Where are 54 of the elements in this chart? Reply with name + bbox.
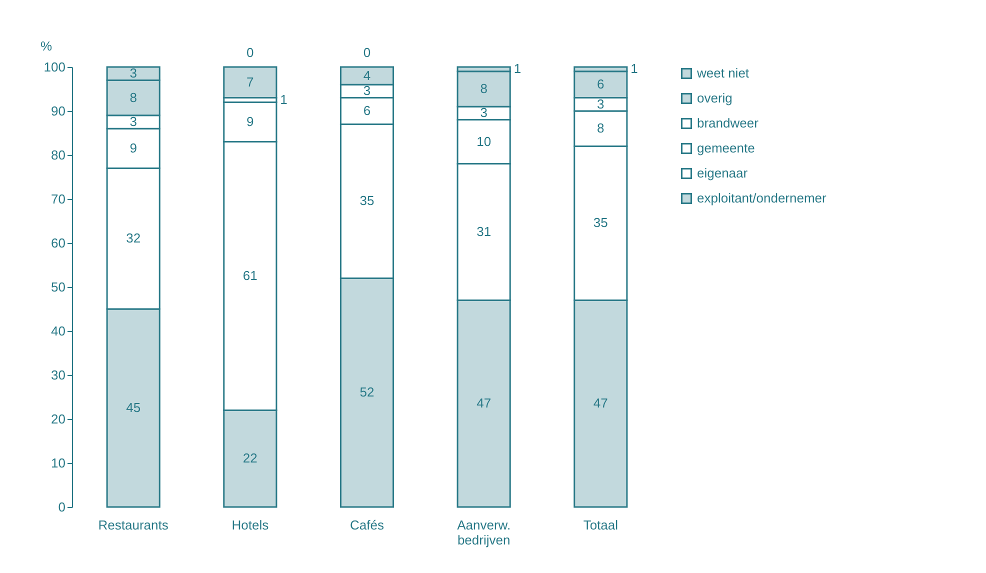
y-tick-label: 20 [51,412,66,426]
data-label: 8 [130,90,137,105]
data-label: 35 [593,215,608,230]
data-label: 47 [593,396,608,411]
y-tick-label: 30 [51,368,66,382]
legend-label: weet niet [696,66,750,80]
data-label: 45 [126,400,141,415]
data-label: 8 [597,120,604,136]
y-tick-label: 10 [51,456,66,470]
y-axis-title: % [40,38,52,54]
data-label: 1 [280,92,288,107]
data-label: 6 [597,76,604,92]
data-label: 1 [514,61,522,76]
data-label: 35 [360,193,374,208]
legend-label: exploitant/ondernemer [697,190,828,206]
legend-label: eigenaar [697,166,748,180]
data-label: 10 [476,134,492,149]
legend-label: overig [697,90,732,106]
data-label: 4 [363,68,371,83]
data-label: 61 [242,268,258,283]
data-label: 1 [630,61,638,76]
data-label: 7 [246,74,254,90]
data-label: 9 [130,140,137,156]
y-tick-label: 0 [58,500,66,514]
y-tick-label: 90 [51,104,66,118]
data-label: 3 [480,105,488,120]
y-tick-label: 50 [51,280,66,294]
x-tick-label: Restaurants [98,518,169,532]
data-label: 0 [363,45,371,60]
data-label: 8 [480,81,488,96]
x-tick-label: Totaal [583,518,618,532]
y-tick-label: 40 [51,324,66,338]
legend-label: gemeente [697,140,755,156]
y-tick-label: 70 [51,192,66,206]
data-label: 6 [363,103,371,118]
bar [223,66,278,99]
data-label: 9 [246,114,254,129]
data-label: 32 [126,230,141,246]
x-tick-label: Hotels [232,518,270,532]
legend-label: brandweer [697,116,760,130]
data-label: 31 [476,224,492,239]
data-label: 52 [360,384,374,400]
data-label: 3 [597,96,604,112]
data-label: 47 [476,396,492,411]
data-label: 0 [246,45,254,60]
data-label: 22 [242,450,258,466]
data-label: 3 [130,66,137,81]
y-tick-label: 60 [51,236,66,250]
data-label: 3 [130,114,137,129]
x-tick-label: Cafés [350,518,384,532]
x-tick-label: Aanverw. bedrijven [457,518,511,548]
y-tick-label: 80 [51,148,66,162]
y-tick-label: 100 [44,60,66,74]
data-label: 3 [363,83,371,98]
